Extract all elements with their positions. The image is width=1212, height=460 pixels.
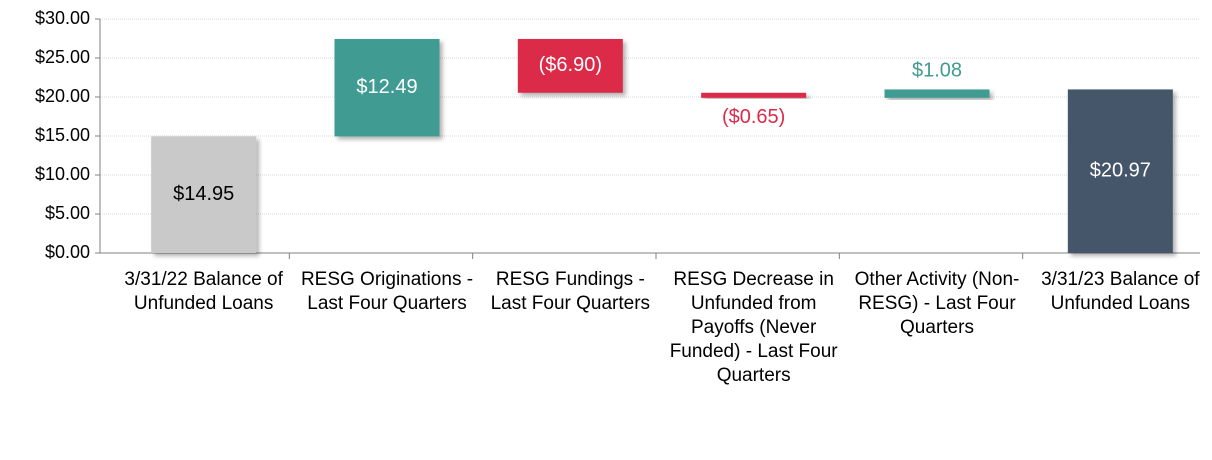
bar [884, 89, 990, 98]
data-label: ($6.90) [539, 54, 602, 76]
y-tick-label: $20.00 [35, 86, 90, 106]
bar [701, 92, 807, 98]
data-label: $20.97 [1090, 159, 1151, 181]
x-tick-label: RESG Fundings - Last Four Quarters [490, 269, 651, 314]
y-tick-label: $5.00 [45, 203, 90, 223]
y-tick-label: $15.00 [35, 125, 90, 145]
x-tick-label: Other Activity (Non-RESG) - Last Four Qu… [854, 269, 1020, 338]
data-label: $1.08 [912, 60, 962, 82]
y-tick-label: $25.00 [35, 47, 90, 67]
bar [1067, 89, 1173, 254]
y-tick-label: $0.00 [45, 242, 90, 262]
bar [517, 38, 623, 93]
y-tick-label: $30.00 [35, 8, 90, 28]
x-tick-label: 3/31/22 Balance of Unfunded Loans [124, 269, 283, 314]
bar [151, 136, 257, 253]
x-tick-label: RESG Decrease in Unfunded from Payoffs (… [669, 269, 838, 386]
x-tick-label: 3/31/23 Balance of Unfunded Loans [1041, 269, 1200, 314]
y-tick-label: $10.00 [35, 164, 90, 184]
x-tick-label: RESG Originations - Last Four Quarters [300, 269, 474, 314]
data-label: ($0.65) [722, 106, 785, 128]
data-label: $14.95 [173, 183, 234, 205]
data-label: $12.49 [356, 76, 417, 98]
bar [334, 38, 440, 137]
